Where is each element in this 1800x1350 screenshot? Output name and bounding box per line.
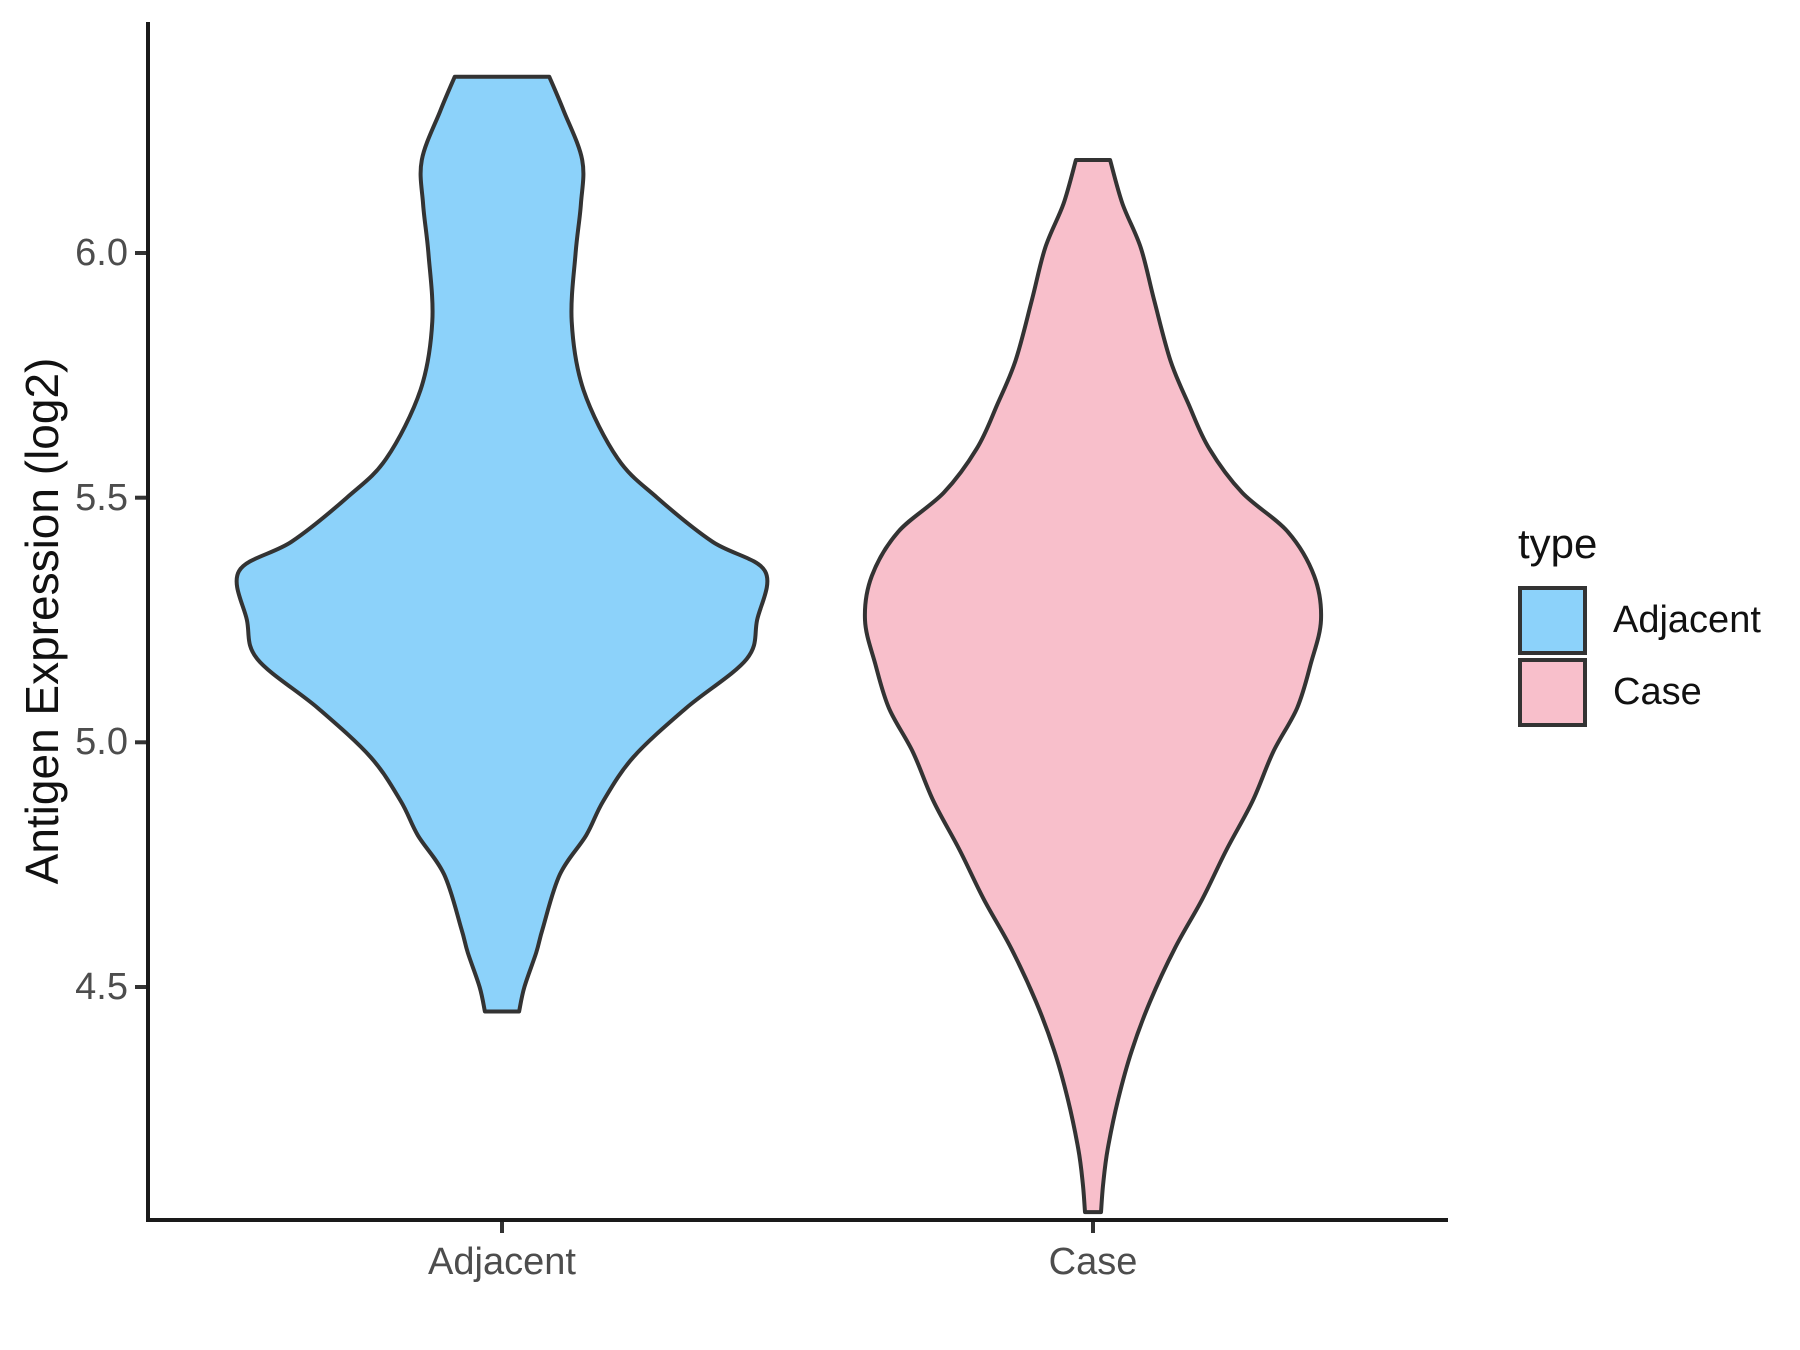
violin-shapes <box>234 74 1324 1215</box>
y-tick-label-5.0: 5.0 <box>75 721 128 763</box>
axis-tick-marks <box>135 251 1095 1233</box>
x-tick-label-adjacent: Adjacent <box>428 1241 576 1283</box>
legend-label-case: Case <box>1613 671 1702 713</box>
legend: type Adjacent Case <box>1518 520 1761 730</box>
legend-swatch-adjacent <box>1518 586 1587 655</box>
legend-item-adjacent: Adjacent <box>1518 586 1761 655</box>
violin-case <box>862 158 1324 1215</box>
x-tick-label-case: Case <box>1048 1241 1138 1283</box>
legend-item-case: Case <box>1518 658 1761 727</box>
legend-title: type <box>1518 520 1598 567</box>
y-tick-label-5.5: 5.5 <box>75 477 128 519</box>
legend-label-adjacent: Adjacent <box>1613 599 1761 641</box>
y-tick-label-4.5: 4.5 <box>75 966 128 1008</box>
violin-adjacent <box>234 74 770 1014</box>
y-tick-label-6.0: 6.0 <box>75 232 128 274</box>
y-axis-title: Antigen Expression (log2) <box>16 357 68 885</box>
legend-swatch-case <box>1518 658 1587 727</box>
